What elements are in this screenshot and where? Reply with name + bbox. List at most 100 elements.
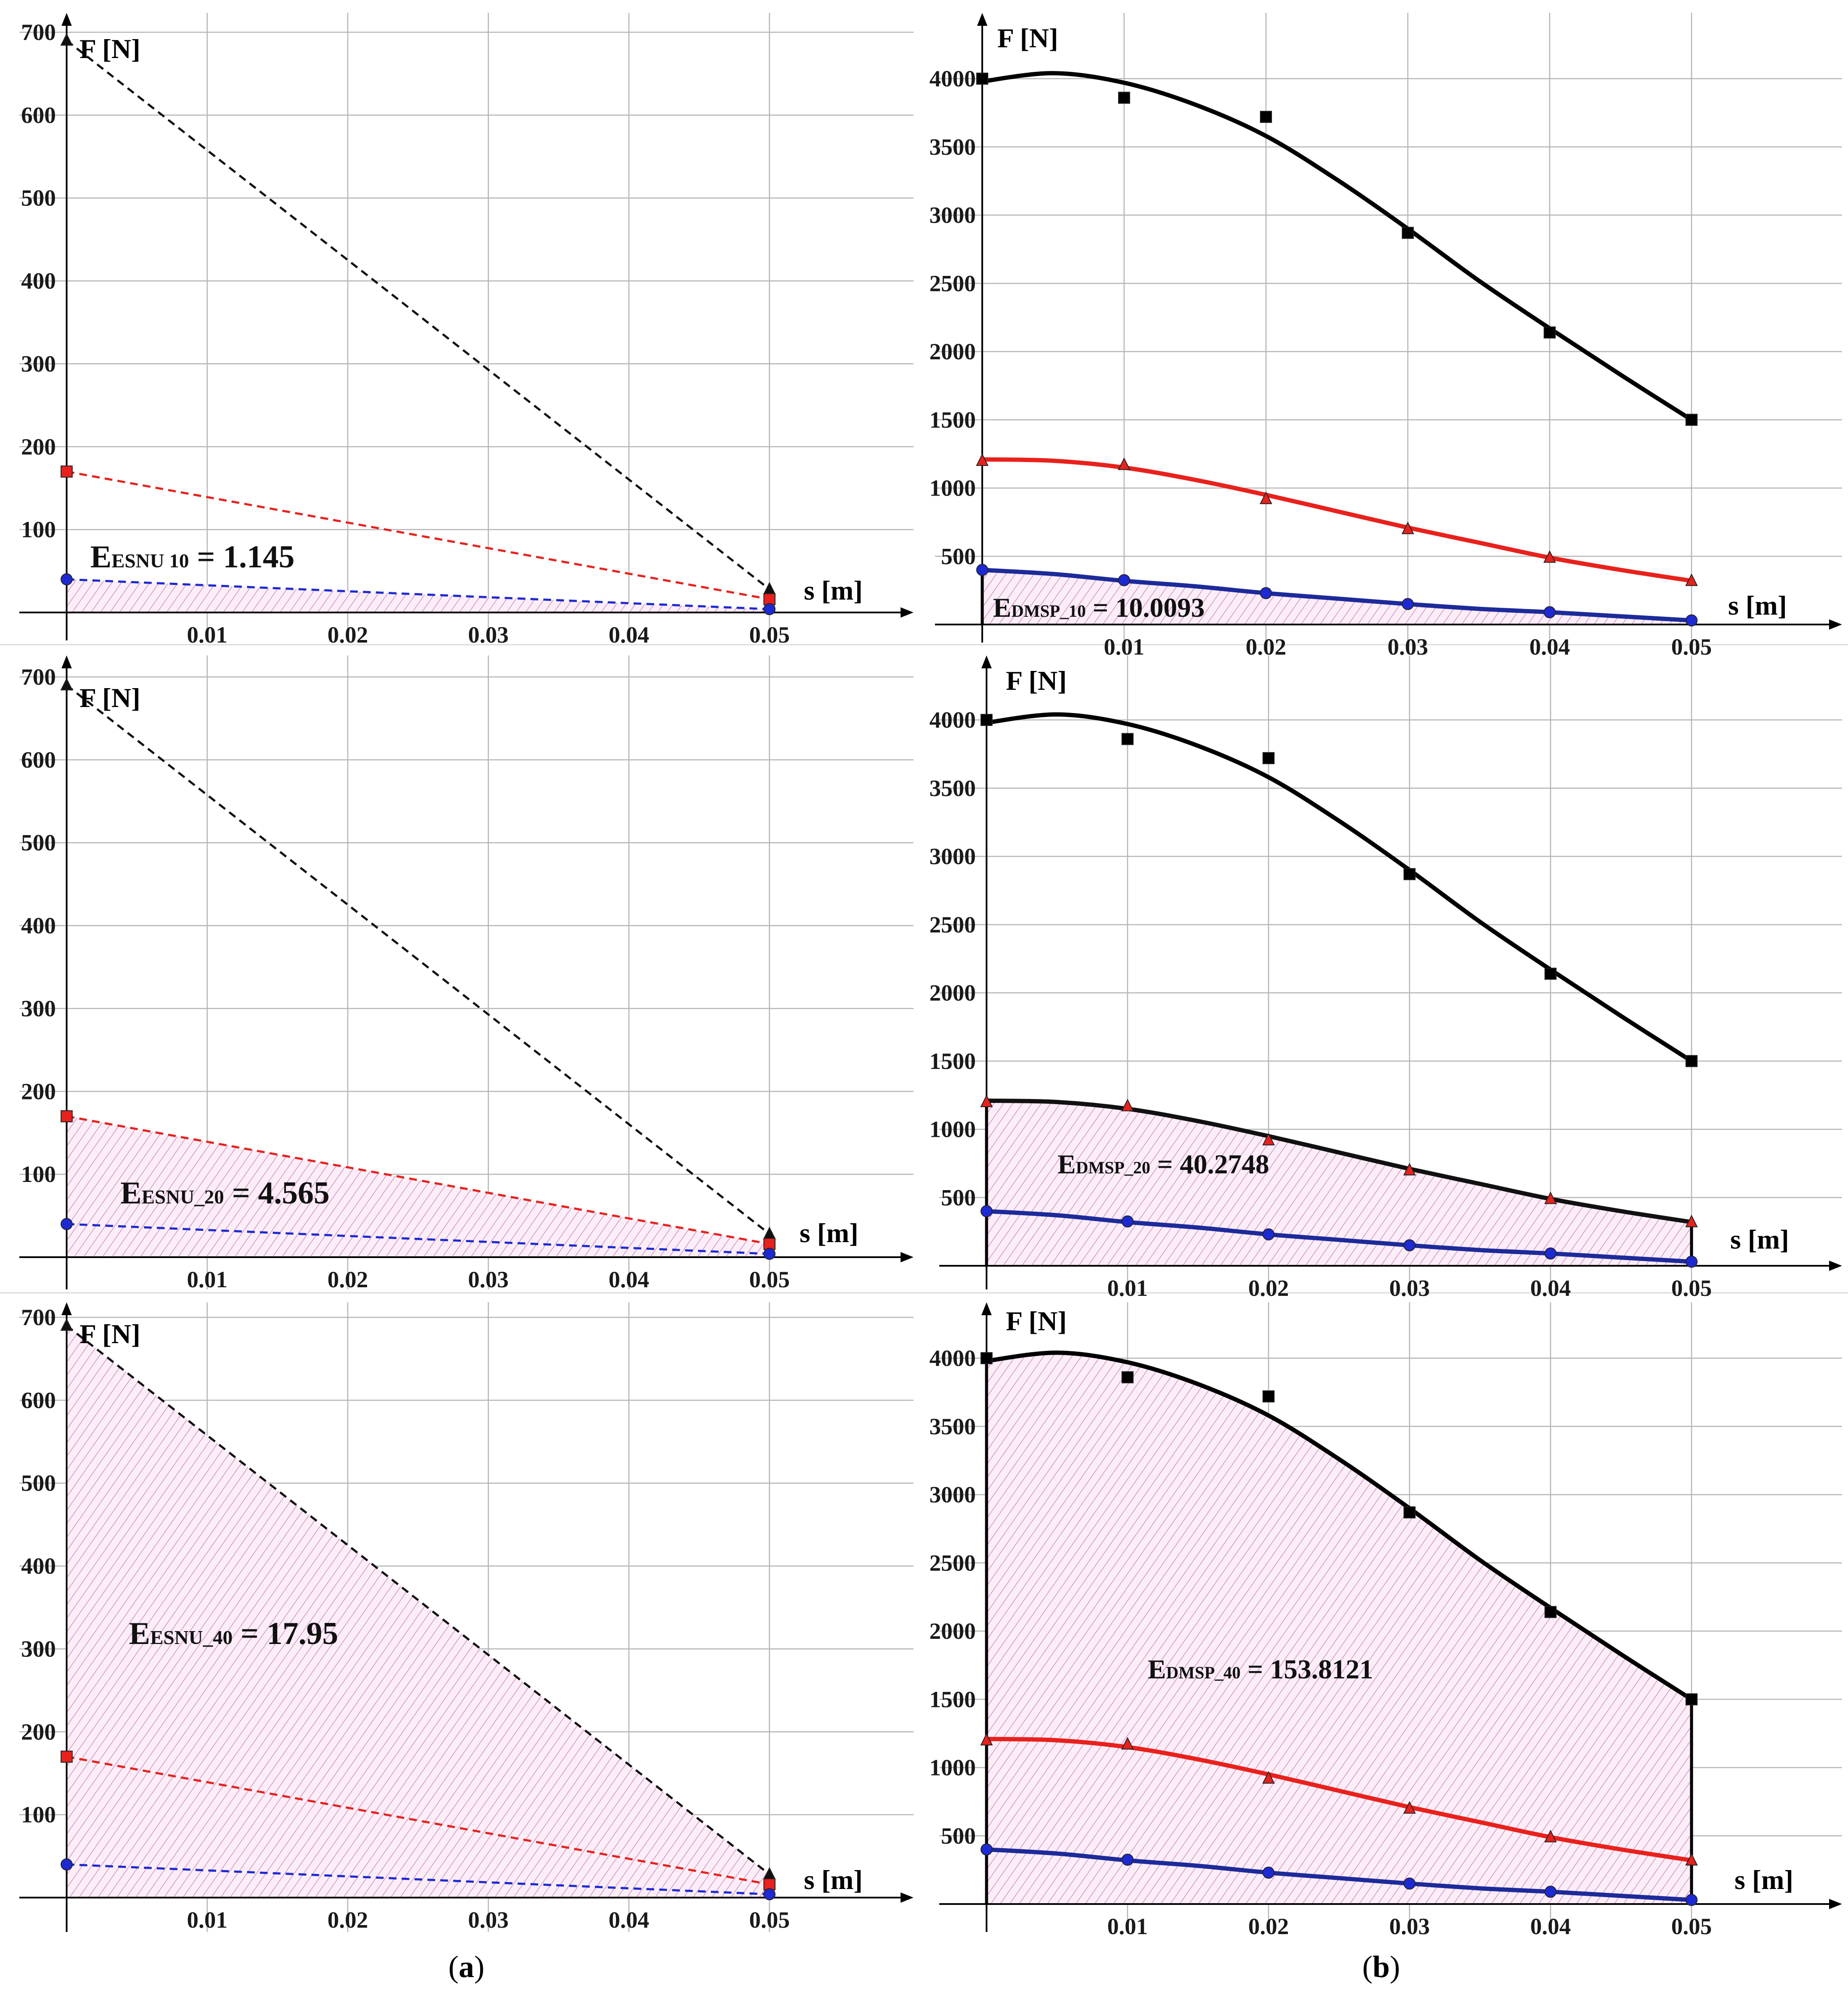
- data-point-red-fit: [1118, 457, 1131, 470]
- data-point-black-fit: [1260, 110, 1272, 123]
- chart-a1: 100 200 300 400 500 600 700 0.01 0.02 0.03 0.04 0.0…: [19, 13, 913, 648]
- data-point-black: [60, 1318, 73, 1331]
- x-tick-label: 0.02: [328, 1907, 368, 1933]
- data-point-black-fit: [1122, 733, 1134, 745]
- data-point-blue-fit: [1686, 1894, 1698, 1906]
- x-tick-label: 0.04: [609, 622, 650, 648]
- data-point-black-fit: [1122, 1371, 1134, 1384]
- y-tick-label: 1000: [929, 1755, 976, 1781]
- data-point-blue-fit: [981, 1843, 993, 1855]
- series-line-red: [66, 470, 770, 600]
- data-point-red: [61, 1110, 73, 1123]
- x-axis-label: s [m]: [1730, 1224, 1789, 1255]
- data-point-blue-fit: [1263, 1228, 1275, 1240]
- shaded-area: [67, 1326, 769, 1898]
- y-axis-label: F [N]: [80, 1319, 141, 1349]
- y-axis-arrow: [61, 655, 72, 668]
- data-point-blue-fit: [976, 564, 988, 576]
- series-line-black: [66, 1325, 770, 1875]
- data-point-red-fit: [1403, 1163, 1416, 1176]
- data-point-blue-fit: [1404, 1877, 1416, 1890]
- x-tick-label: 0.03: [1389, 1913, 1430, 1939]
- y-tick-label: 2500: [929, 1550, 976, 1576]
- y-tick-label: 600: [21, 747, 56, 773]
- data-point-red-fit: [1262, 1771, 1275, 1784]
- series-line-black-fit: [986, 1350, 1693, 1701]
- y-axis-arrow: [977, 13, 987, 26]
- shaded-area: [67, 1116, 769, 1257]
- x-axis-arrow: [1829, 1899, 1842, 1909]
- data-point-red-fit: [1544, 1191, 1557, 1204]
- data-point-blue: [61, 1858, 73, 1871]
- data-point-black-fit: [1686, 413, 1698, 426]
- x-tick-label: 0.03: [468, 1907, 509, 1933]
- energy-annotation: EESNU_40 = 17.95: [129, 1616, 338, 1651]
- y-tick-label: 2000: [929, 980, 976, 1006]
- data-point-red-fit: [1685, 1853, 1698, 1866]
- data-point-black-fit: [1402, 227, 1414, 239]
- x-tick-label: 0.01: [187, 1907, 228, 1933]
- x-tick-label: 0.01: [187, 1267, 228, 1292]
- series-line-red-fit: [986, 1098, 1692, 1225]
- series-line-blue: [66, 1223, 770, 1255]
- y-tick-label: 2500: [929, 912, 976, 937]
- data-point-red: [61, 465, 73, 478]
- data-point-blue-fit: [1118, 574, 1130, 586]
- shaded-area: [987, 1353, 1692, 1904]
- data-point-blue-fit: [1544, 606, 1556, 618]
- y-tick-label: 2000: [929, 1618, 976, 1644]
- y-axis-arrow: [61, 13, 72, 26]
- y-tick-label: 3000: [929, 202, 976, 228]
- y-axis-label: F [N]: [80, 34, 141, 64]
- x-tick-label: 0.04: [609, 1267, 650, 1292]
- chart-a2: 100 200 300 400 500 600 700 0.01 0.02 0.03 0.04 0.0…: [19, 655, 913, 1292]
- x-axis-label: s [m]: [1728, 590, 1787, 621]
- y-tick-label: 500: [21, 830, 56, 856]
- data-point-black-fit: [1263, 1390, 1275, 1402]
- x-axis-arrow: [901, 1252, 913, 1262]
- y-tick-label: 3500: [929, 134, 976, 160]
- x-axis-label: s [m]: [800, 1218, 858, 1248]
- series-line-blue: [66, 1863, 770, 1895]
- data-point-red-fit: [980, 1733, 993, 1745]
- y-axis-arrow: [981, 655, 992, 668]
- y-tick-label: 500: [941, 1185, 976, 1210]
- x-tick-label: 0.02: [328, 622, 368, 648]
- y-tick-label: 100: [21, 1161, 56, 1187]
- y-tick-label: 4000: [929, 1345, 976, 1371]
- data-point-red-fit: [1260, 491, 1272, 504]
- x-tick-label: 0.01: [1104, 634, 1145, 660]
- data-point-red-fit: [1401, 521, 1414, 534]
- x-tick-label: 0.03: [1389, 1275, 1430, 1301]
- y-tick-label: 100: [21, 1802, 56, 1828]
- y-tick-label: 200: [21, 434, 56, 459]
- data-point-blue: [61, 573, 73, 585]
- y-tick-label: 3000: [929, 1482, 976, 1508]
- x-axis-label: s [m]: [1735, 1864, 1793, 1895]
- y-tick-label: 1500: [929, 407, 976, 433]
- data-point-blue-fit: [1263, 1866, 1275, 1879]
- y-axis-label: F [N]: [1006, 665, 1067, 696]
- y-axis-label: F [N]: [1006, 1306, 1067, 1336]
- energy-annotation: EDMSP_20 = 40.2748: [1057, 1149, 1269, 1179]
- panel-label-b: (b): [1362, 1950, 1400, 1984]
- y-tick-label: 500: [21, 185, 56, 211]
- series-line-blue: [66, 578, 770, 610]
- panel-label-a: (a): [448, 1950, 484, 1984]
- y-tick-label: 700: [21, 19, 56, 45]
- x-tick-label: 0.04: [1530, 1913, 1571, 1939]
- y-tick-label: 500: [941, 543, 976, 569]
- x-tick-label: 0.04: [1530, 1275, 1571, 1301]
- data-point-red-fit: [1403, 1801, 1416, 1814]
- y-tick-label: 400: [21, 1553, 56, 1579]
- y-tick-label: 400: [21, 268, 56, 294]
- data-point-blue-fit: [1686, 614, 1698, 627]
- data-point-red-fit: [1685, 1215, 1698, 1228]
- data-point-black-fit: [1118, 92, 1130, 104]
- y-axis-arrow: [61, 1302, 72, 1315]
- data-point-blue-fit: [1122, 1853, 1134, 1866]
- data-point-black-fit: [976, 73, 988, 85]
- x-axis-label: s [m]: [804, 1864, 863, 1895]
- y-tick-label: 300: [21, 351, 56, 377]
